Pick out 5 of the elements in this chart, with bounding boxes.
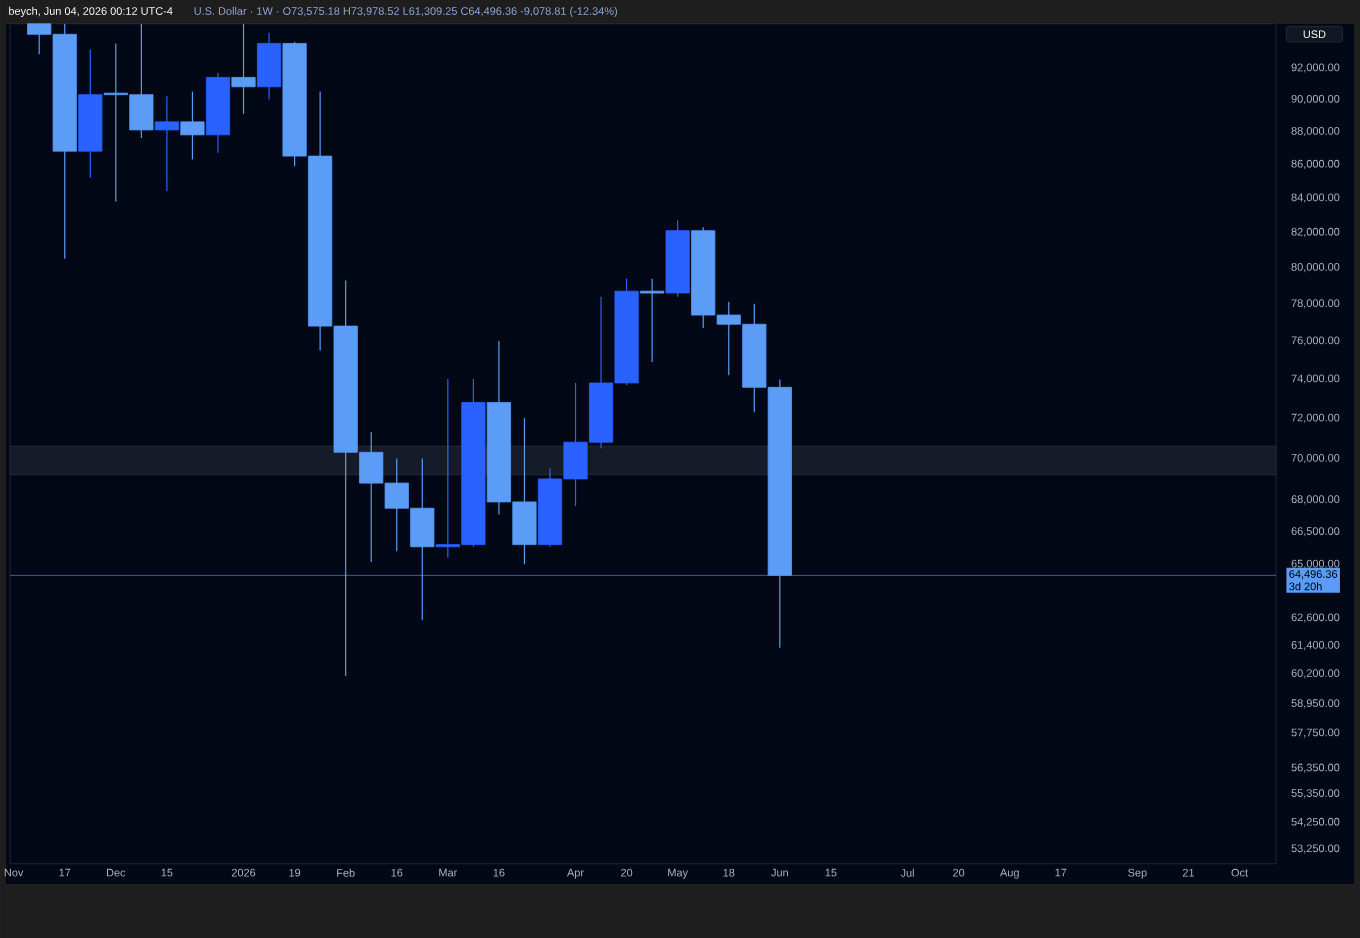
candlestick — [256, 32, 282, 101]
candlestick — [640, 278, 665, 363]
candlestick — [154, 95, 179, 192]
candlestick — [180, 90, 205, 161]
candlestick — [231, 23, 256, 115]
